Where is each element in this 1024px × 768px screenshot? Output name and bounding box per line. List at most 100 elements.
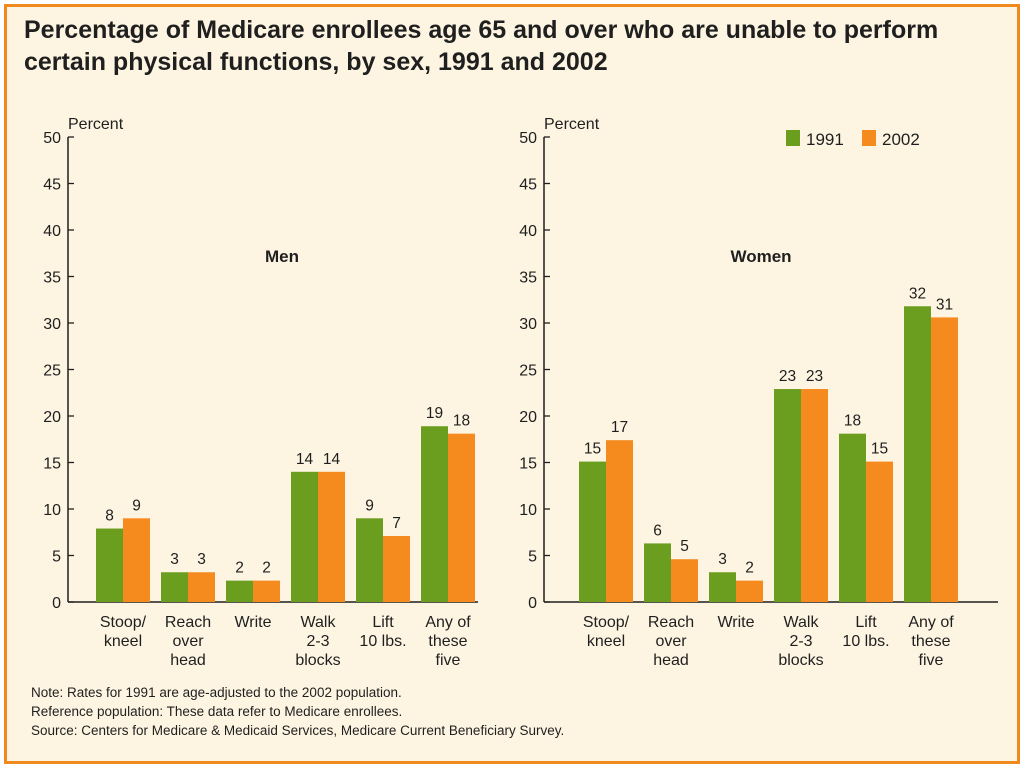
women-category-label: 2-3 bbox=[789, 633, 812, 650]
men-category-label: Stoop/ bbox=[100, 614, 147, 631]
women-category-label: over bbox=[655, 633, 687, 650]
women-y-tick-label: 35 bbox=[519, 270, 537, 287]
women-y-tick-label: 10 bbox=[519, 502, 537, 519]
women-y-tick-label: 0 bbox=[528, 595, 537, 612]
women-value-label: 23 bbox=[779, 368, 796, 385]
legend-swatch-2002 bbox=[862, 130, 876, 146]
women-category-label: Lift bbox=[855, 614, 877, 631]
legend-label-1991: 1991 bbox=[806, 130, 844, 149]
women-y-tick-label: 15 bbox=[519, 456, 537, 473]
women-y-tick-label: 45 bbox=[519, 177, 537, 194]
women-category-label: head bbox=[653, 652, 689, 669]
women-value-label: 3 bbox=[718, 551, 727, 568]
note-text: Note: Rates for 1991 are age-adjusted to… bbox=[31, 685, 402, 700]
men-category-label: 10 lbs. bbox=[359, 633, 406, 650]
women-value-label: 17 bbox=[611, 419, 628, 436]
men-y-tick-label: 40 bbox=[43, 223, 61, 240]
men-value-label: 7 bbox=[392, 515, 401, 532]
men-value-label: 9 bbox=[365, 497, 374, 514]
men-value-label: 14 bbox=[323, 451, 341, 468]
chart-title: Percentage of Medicare enrollees age 65 … bbox=[24, 14, 984, 78]
men-bar-1991 bbox=[96, 528, 123, 602]
women-value-label: 15 bbox=[871, 441, 888, 458]
men-category-label: Lift bbox=[372, 614, 394, 631]
men-category-label: kneel bbox=[104, 633, 142, 650]
women-category-label: blocks bbox=[778, 652, 823, 669]
men-value-label: 19 bbox=[426, 405, 443, 422]
men-value-label: 3 bbox=[197, 551, 206, 568]
women-bar-1991 bbox=[644, 543, 671, 602]
men-value-label: 2 bbox=[262, 560, 271, 577]
men-bar-2002 bbox=[383, 535, 410, 602]
title-line-1: Percentage of Medicare enrollees age 65 … bbox=[24, 16, 939, 44]
women-bar-2002 bbox=[606, 440, 633, 602]
men-panel-title: Men bbox=[265, 247, 299, 266]
men-y-tick-label: 50 bbox=[43, 130, 61, 147]
women-bar-2002 bbox=[931, 317, 958, 602]
men-y-tick-label: 15 bbox=[43, 456, 61, 473]
women-panel-title: Women bbox=[730, 247, 791, 266]
men-category-label: these bbox=[428, 633, 467, 650]
men-category-label: blocks bbox=[295, 652, 340, 669]
men-y-tick-label: 30 bbox=[43, 316, 61, 333]
men-category-label: Any of bbox=[425, 614, 471, 631]
men-y-tick-label: 10 bbox=[43, 502, 61, 519]
women-y-tick-label: 30 bbox=[519, 316, 537, 333]
women-category-label: Any of bbox=[908, 614, 954, 631]
women-category-label: Stoop/ bbox=[583, 614, 630, 631]
women-value-label: 23 bbox=[806, 368, 823, 385]
men-value-label: 8 bbox=[105, 508, 114, 525]
men-value-label: 2 bbox=[235, 560, 244, 577]
reference-text: Reference population: These data refer t… bbox=[31, 704, 403, 719]
men-category-label: over bbox=[172, 633, 204, 650]
women-bar-2002 bbox=[801, 389, 828, 602]
men-bar-2002 bbox=[448, 433, 475, 602]
men-y-tick-label: 25 bbox=[43, 363, 61, 380]
men-value-label: 14 bbox=[296, 451, 314, 468]
women-value-label: 15 bbox=[584, 441, 601, 458]
women-value-label: 32 bbox=[909, 285, 926, 302]
women-category-label: 10 lbs. bbox=[842, 633, 889, 650]
women-bar-1991 bbox=[904, 306, 931, 602]
women-category-label: Reach bbox=[648, 614, 694, 631]
men-category-label: 2-3 bbox=[306, 633, 329, 650]
women-category-label: five bbox=[919, 652, 944, 669]
men-category-label: Write bbox=[234, 614, 271, 631]
men-bar-2002 bbox=[123, 518, 150, 602]
women-value-label: 6 bbox=[653, 522, 662, 539]
women-category-label: these bbox=[911, 633, 950, 650]
source-text: Source: Centers for Medicare & Medicaid … bbox=[31, 723, 565, 738]
men-y-tick-label: 0 bbox=[52, 595, 61, 612]
chart-frame bbox=[4, 4, 1020, 764]
women-y-tick-label: 50 bbox=[519, 130, 537, 147]
women-bar-2002 bbox=[736, 580, 763, 602]
men-bar-1991 bbox=[226, 580, 253, 602]
women-value-label: 2 bbox=[745, 560, 754, 577]
women-value-label: 18 bbox=[844, 413, 861, 430]
men-bar-1991 bbox=[161, 572, 188, 602]
men-y-tick-label: 5 bbox=[52, 549, 61, 566]
men-y-tick-label: 45 bbox=[43, 177, 61, 194]
women-bar-1991 bbox=[774, 389, 801, 602]
men-bar-2002 bbox=[188, 572, 215, 602]
men-value-label: 18 bbox=[453, 413, 470, 430]
men-value-label: 9 bbox=[132, 497, 141, 514]
legend-swatch-1991 bbox=[786, 130, 800, 146]
women-y-tick-label: 40 bbox=[519, 223, 537, 240]
men-bar-2002 bbox=[318, 471, 345, 602]
women-y-axis-label: Percent bbox=[544, 116, 600, 133]
men-category-label: five bbox=[436, 652, 461, 669]
women-value-label: 31 bbox=[936, 296, 953, 313]
men-bar-1991 bbox=[291, 471, 318, 602]
men-category-label: Walk bbox=[301, 614, 337, 631]
women-bar-2002 bbox=[671, 559, 698, 602]
men-bar-1991 bbox=[421, 426, 448, 602]
women-category-label: Write bbox=[717, 614, 754, 631]
women-category-label: kneel bbox=[587, 633, 625, 650]
men-category-label: head bbox=[170, 652, 206, 669]
women-category-label: Walk bbox=[784, 614, 820, 631]
women-y-tick-label: 25 bbox=[519, 363, 537, 380]
men-bar-2002 bbox=[253, 580, 280, 602]
men-y-tick-label: 20 bbox=[43, 409, 61, 426]
